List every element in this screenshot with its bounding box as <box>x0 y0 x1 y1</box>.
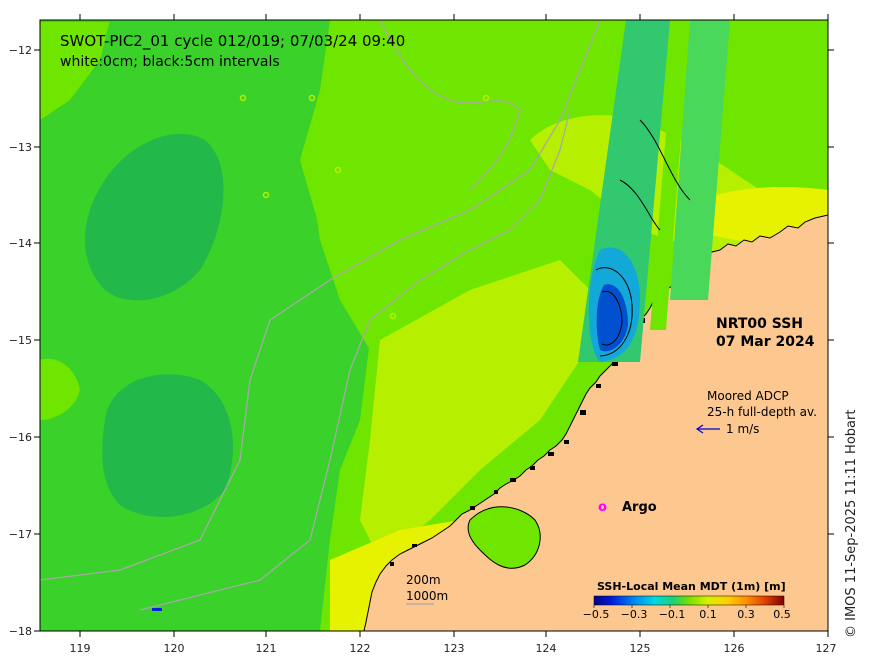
colorbar-tick-label: 0.3 <box>737 608 755 621</box>
colorbar <box>593 595 785 606</box>
x-tick-label: 124 <box>536 642 557 655</box>
axis-ticks <box>34 14 834 637</box>
x-tick-label: 119 <box>70 642 91 655</box>
y-tick-label: −15 <box>9 334 32 347</box>
product-label: NRT00 SSH <box>716 316 803 332</box>
x-tick-label: 126 <box>724 642 745 655</box>
ocean-central-region <box>310 20 620 350</box>
contour-upper <box>379 20 521 191</box>
y-tick-label: −16 <box>9 431 32 444</box>
adcp-title: Moored ADCP <box>707 389 789 403</box>
mooring-markers <box>239 94 490 320</box>
x-axis-labels: 119 120 121 122 123 124 125 126 127 <box>70 642 837 655</box>
swot-swath <box>578 20 730 362</box>
colorbar-tick-label: −0.3 <box>621 608 648 621</box>
adcp-scale: 1 m/s <box>726 422 759 436</box>
map-subtitle: white:0cm; black:5cm intervals <box>60 54 280 70</box>
colorbar-tick-label: −0.1 <box>659 608 686 621</box>
colorbar-ticks <box>593 605 785 608</box>
y-tick-label: −18 <box>9 625 32 638</box>
contour-1000m <box>40 20 601 581</box>
map-plot-area <box>40 20 828 631</box>
argo-marker-icon: o <box>598 500 607 515</box>
x-tick-label: 127 <box>816 642 837 655</box>
argo-label: Argo <box>622 500 657 515</box>
y-axis-labels: −12 −13 −14 −15 −16 −17 −18 <box>9 44 32 638</box>
ocean-low-blob-south <box>102 374 233 517</box>
x-tick-label: 122 <box>350 642 371 655</box>
contour-1000-label: 1000m <box>406 589 448 603</box>
plot-border <box>39 19 829 632</box>
colorbar-tick-label: −0.5 <box>583 608 610 621</box>
credit-text: © IMOS 11-Sep-2025 11:11 Hobart <box>844 409 859 638</box>
colorbar-tick-label: 0.5 <box>773 608 791 621</box>
adcp-arrow-icon <box>695 424 720 434</box>
x-tick-label: 121 <box>256 642 277 655</box>
king-sound <box>467 506 541 569</box>
y-tick-label: −12 <box>9 44 32 57</box>
ocean-high-central <box>360 260 600 560</box>
colorbar-tick-label: 0.1 <box>699 608 717 621</box>
product-date: 07 Mar 2024 <box>716 334 815 350</box>
y-tick-label: −17 <box>9 528 32 541</box>
ocean-nw-patch <box>40 20 110 120</box>
colorbar-labels: −0.5 −0.3 −0.1 0.1 0.3 0.5 <box>583 608 791 621</box>
x-tick-label: 120 <box>164 642 185 655</box>
y-tick-label: −13 <box>9 141 32 154</box>
x-tick-label: 123 <box>444 642 465 655</box>
contour-200-label: 200m <box>406 573 441 587</box>
colorbar-title: SSH-Local Mean MDT (1m) [m] <box>597 580 786 593</box>
swot-lowest-core <box>596 284 628 352</box>
blue-marker <box>152 608 162 611</box>
contour-200m <box>139 109 571 611</box>
ocean-w-patch <box>40 358 80 420</box>
y-tick-label: −14 <box>9 237 32 250</box>
adcp-desc: 25-h full-depth av. <box>707 405 817 419</box>
map-title: SWOT-PIC2_01 cycle 012/019; 07/03/24 09:… <box>60 32 405 51</box>
ocean-low-blob-north <box>85 133 224 301</box>
credit-container: © IMOS 11-Sep-2025 11:11 Hobart <box>843 12 863 638</box>
x-tick-label: 125 <box>630 642 651 655</box>
